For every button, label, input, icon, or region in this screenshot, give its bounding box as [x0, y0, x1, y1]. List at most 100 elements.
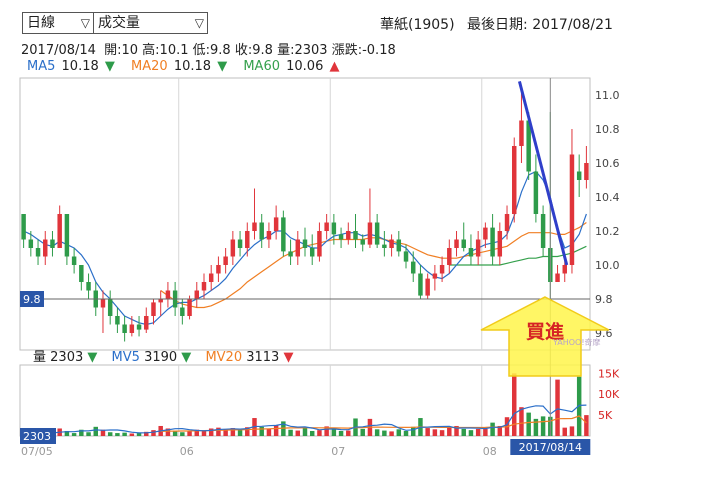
candlestick — [374, 214, 380, 248]
change-value: -0.18 — [362, 43, 396, 58]
candlestick — [526, 112, 531, 180]
candlestick — [418, 265, 423, 299]
volume-bar — [540, 416, 546, 436]
candle-body — [57, 214, 62, 248]
candle-body — [526, 120, 531, 172]
candle-body — [79, 265, 84, 282]
volume-bar — [324, 426, 329, 436]
candlestick — [454, 231, 459, 257]
volume-bar — [216, 427, 221, 436]
candlestick — [122, 316, 127, 342]
candlestick — [367, 188, 373, 248]
mv20-value: 3113 — [246, 350, 280, 365]
close-label: 收: — [234, 43, 253, 58]
volume-bar — [389, 431, 394, 436]
trend-line — [518, 81, 569, 266]
candlestick — [21, 214, 26, 248]
candle-body — [302, 239, 308, 248]
candlestick — [158, 290, 163, 316]
volume-bar — [533, 418, 539, 436]
volume-bar — [562, 427, 567, 436]
down-arrow-icon: ▼ — [181, 350, 192, 365]
candlestick — [57, 205, 62, 248]
candlestick — [216, 256, 221, 282]
mv20-label: MV20 — [205, 350, 243, 365]
candlestick — [252, 188, 257, 240]
candlestick — [144, 307, 149, 333]
candle-body — [187, 299, 192, 316]
volume-bar — [382, 430, 387, 436]
candle-body — [71, 256, 77, 265]
candle-body — [136, 324, 142, 330]
volume-legend-label: 量 — [33, 350, 47, 365]
candle-body — [151, 302, 156, 316]
candle-body — [403, 251, 409, 262]
volume-bar — [490, 422, 495, 436]
volume-bar — [454, 425, 459, 436]
candle-body — [338, 234, 344, 240]
candle-body — [43, 239, 48, 257]
volume-bar — [439, 430, 445, 436]
chevron-down-icon: ▽ — [194, 16, 204, 30]
candlestick — [324, 214, 329, 240]
volume-bar — [425, 428, 430, 436]
candle-body — [129, 324, 135, 333]
volume-bar — [396, 429, 402, 436]
candle-body — [584, 163, 589, 180]
candlestick — [259, 214, 264, 248]
candlestick — [396, 231, 402, 257]
volume-tick-label: 10K — [598, 388, 620, 401]
candle-body — [374, 222, 380, 245]
candle-body — [497, 231, 503, 257]
chevron-down-icon: ▽ — [80, 16, 90, 30]
candle-body — [367, 222, 373, 245]
volume-bar — [519, 407, 524, 436]
price-tick-label: 10.8 — [595, 123, 620, 136]
up-arrow-icon: ▲ — [329, 59, 340, 74]
candlestick — [230, 231, 236, 265]
price-marker: 9.8 — [23, 293, 41, 306]
date-marker-box — [510, 439, 591, 455]
volume-bar — [180, 432, 185, 436]
down-arrow-icon: ▼ — [283, 350, 294, 365]
volume-bar — [288, 429, 293, 436]
down-arrow-icon: ▼ — [87, 350, 98, 365]
candle-body — [28, 239, 34, 248]
candle-body — [165, 290, 171, 299]
stock-header: 華紙(1905) 最後日期: 2017/08/21 — [380, 14, 613, 34]
candlestick — [576, 154, 582, 197]
volume-bar — [93, 426, 98, 436]
candlestick — [273, 205, 279, 240]
candle-body — [100, 299, 106, 308]
candle-body — [418, 273, 423, 296]
volume-bar — [230, 428, 236, 436]
candle-body — [483, 227, 488, 240]
volume-bar — [115, 433, 120, 436]
volume-bar — [194, 429, 200, 436]
volume-bar — [526, 412, 531, 436]
candlestick — [519, 86, 524, 163]
ma5-label: MA5 — [27, 59, 56, 74]
volume-bar — [144, 431, 149, 436]
volume-bar — [432, 429, 438, 436]
high-label: 高: — [142, 43, 160, 58]
candlestick — [555, 265, 560, 282]
volume-bar — [331, 429, 337, 436]
period-select[interactable]: 日線 ▽ — [22, 12, 94, 34]
ma5-value: 10.18 — [61, 59, 99, 74]
volume-bar — [512, 373, 517, 436]
stock-name: 華紙(1905) — [380, 17, 455, 33]
candle-body — [461, 239, 466, 248]
ma60-label: MA60 — [243, 59, 280, 74]
candlestick — [223, 248, 228, 274]
candlestick — [338, 227, 344, 248]
candlestick — [71, 248, 77, 274]
mv20-line — [160, 415, 587, 432]
volume-bar — [475, 428, 481, 436]
volume-bar — [100, 429, 106, 436]
watermark: YAHOO!奇摩 — [552, 337, 601, 347]
volume-bar — [302, 427, 308, 436]
date-marker: 2017/08/14 — [519, 441, 582, 454]
indicator-select[interactable]: 成交量 ▽ — [93, 12, 208, 34]
candle-body — [266, 231, 272, 240]
